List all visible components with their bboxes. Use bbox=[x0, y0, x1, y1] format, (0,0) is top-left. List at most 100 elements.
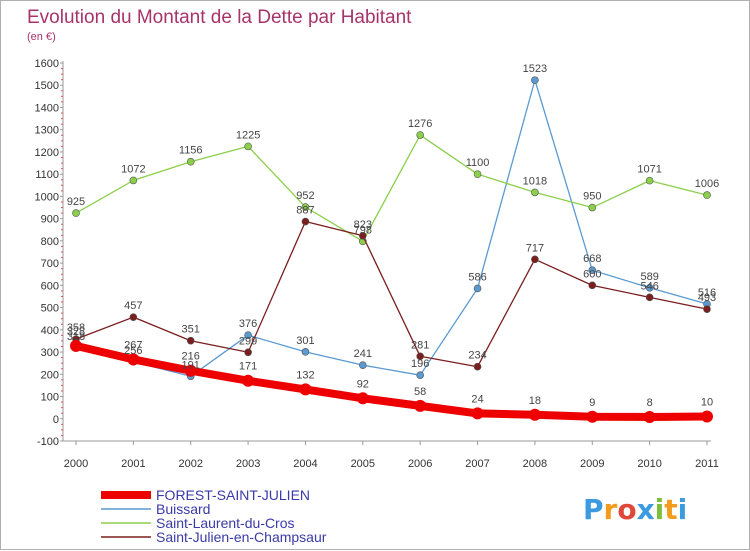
data-label: 18 bbox=[529, 395, 541, 407]
data-point bbox=[414, 399, 427, 412]
data-label: 1523 bbox=[523, 63, 547, 75]
data-label: 216 bbox=[182, 351, 200, 363]
data-point bbox=[244, 348, 252, 357]
x-tick-label: 2011 bbox=[695, 458, 719, 470]
data-point bbox=[531, 255, 539, 264]
data-point bbox=[70, 339, 82, 352]
y-tick-label: 100 bbox=[41, 392, 59, 404]
chart-title: Evolution du Montant de la Dette par Hab… bbox=[27, 7, 412, 28]
x-tick-label: 2008 bbox=[523, 458, 547, 470]
x-tick-label: 2003 bbox=[236, 458, 260, 470]
logo-letter: i bbox=[655, 493, 665, 526]
data-label: 328 bbox=[67, 326, 85, 338]
y-tick-label: 800 bbox=[41, 236, 59, 248]
series-layer bbox=[70, 76, 713, 423]
y-tick-label: 200 bbox=[41, 369, 59, 381]
legend: FOREST-SAINT-JULIENBuissardSaint-Laurent… bbox=[101, 487, 327, 545]
data-point bbox=[645, 283, 654, 292]
data-label: 301 bbox=[296, 335, 314, 347]
data-label: 234 bbox=[468, 350, 486, 362]
data-label: 1071 bbox=[637, 164, 661, 176]
data-label: 668 bbox=[583, 253, 601, 265]
y-tick-label: 400 bbox=[41, 325, 59, 337]
logo-letter: r bbox=[604, 493, 618, 526]
data-point bbox=[416, 371, 424, 379]
data-label: 376 bbox=[239, 318, 257, 330]
data-label: 823 bbox=[354, 219, 372, 231]
axes: -100 0 100 200 300 400 500 600 700 800 900 1000 1100… bbox=[35, 58, 719, 470]
x-tick-label: 2005 bbox=[351, 458, 375, 470]
data-point bbox=[186, 336, 195, 345]
data-point bbox=[299, 383, 312, 396]
y-tick-label: 700 bbox=[41, 258, 59, 270]
data-label: 717 bbox=[526, 242, 544, 254]
data-label: 267 bbox=[124, 339, 142, 351]
data-label: 241 bbox=[354, 348, 372, 360]
data-label: 1225 bbox=[236, 129, 260, 141]
x-tick-label: 2001 bbox=[121, 458, 145, 470]
data-label: 1018 bbox=[523, 175, 547, 187]
data-label: 1156 bbox=[179, 145, 203, 157]
data-point bbox=[473, 170, 482, 178]
y-tick-label: 300 bbox=[41, 347, 59, 359]
data-point bbox=[72, 209, 80, 217]
data-label: 952 bbox=[296, 190, 314, 202]
data-point bbox=[528, 408, 541, 421]
data-label: 318 bbox=[67, 331, 85, 343]
x-tick-label: 2002 bbox=[178, 458, 202, 470]
x-tick-label: 2006 bbox=[408, 458, 432, 470]
data-label: 171 bbox=[239, 361, 257, 373]
data-label: 8 bbox=[647, 397, 653, 409]
logo-letter: o bbox=[617, 493, 636, 526]
data-point bbox=[586, 410, 599, 423]
y-tick-label: -100 bbox=[37, 436, 59, 448]
data-point bbox=[359, 231, 367, 240]
y-tick-label: 1000 bbox=[35, 191, 59, 203]
x-tick-label: 2010 bbox=[637, 458, 661, 470]
legend-label: Saint-Julien-en-Champsaur bbox=[156, 529, 327, 545]
logo-letter: x bbox=[637, 493, 655, 526]
data-point bbox=[301, 217, 310, 226]
data-point bbox=[244, 142, 252, 151]
data-label: 256 bbox=[124, 345, 142, 357]
data-label: 600 bbox=[583, 268, 601, 280]
y-tick-label: 600 bbox=[41, 280, 59, 292]
data-label: 196 bbox=[411, 358, 429, 370]
data-label: 586 bbox=[468, 271, 486, 283]
data-label: 10 bbox=[701, 397, 713, 409]
data-labels: 3182561913763012411965861523668589516925… bbox=[67, 63, 719, 409]
data-label: 546 bbox=[640, 280, 658, 292]
x-tick-label: 2004 bbox=[293, 458, 317, 470]
x-tick-label: 2007 bbox=[465, 458, 489, 470]
y-tick-label: 1200 bbox=[35, 147, 59, 159]
data-label: 132 bbox=[296, 369, 314, 381]
data-label: 798 bbox=[354, 224, 372, 236]
data-point bbox=[356, 392, 369, 405]
legend-label: Buissard bbox=[156, 501, 210, 517]
series-line-forest-saint-julien bbox=[72, 341, 711, 421]
data-point bbox=[473, 284, 482, 293]
data-label: 358 bbox=[67, 322, 85, 334]
data-label: 950 bbox=[583, 191, 601, 203]
logo-letter: i bbox=[678, 493, 688, 526]
data-label: 1100 bbox=[466, 157, 490, 169]
data-point bbox=[473, 362, 482, 371]
y-tick-label: 0 bbox=[53, 414, 59, 426]
data-point bbox=[531, 188, 539, 197]
data-point bbox=[645, 176, 654, 185]
data-point bbox=[244, 331, 252, 339]
series-line-saint-julien-en-champsaur bbox=[75, 220, 708, 368]
data-point bbox=[301, 348, 310, 356]
data-label: 1006 bbox=[695, 178, 719, 190]
x-tick-label: 2000 bbox=[64, 458, 88, 470]
data-point bbox=[129, 313, 138, 321]
logo-letter: P bbox=[583, 493, 604, 526]
y-tick-label: 900 bbox=[41, 214, 59, 226]
data-label: 58 bbox=[414, 386, 426, 398]
data-point bbox=[301, 203, 310, 211]
y-tick-label: 1100 bbox=[35, 169, 59, 181]
data-point bbox=[359, 361, 367, 369]
data-point bbox=[643, 410, 656, 423]
